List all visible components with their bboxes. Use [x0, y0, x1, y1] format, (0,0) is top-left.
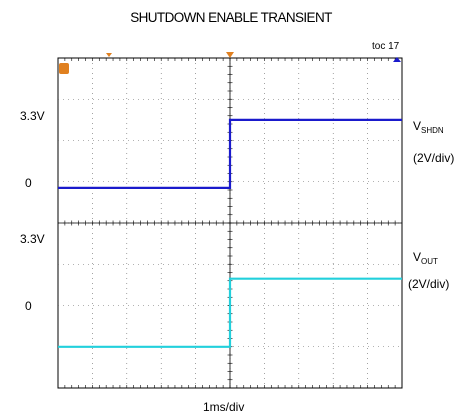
traces — [58, 118, 402, 348]
x-axis-scale-label: 1ms/div — [203, 400, 245, 414]
figure-id: toc 17 — [372, 41, 400, 52]
y-tick-label-shdn-high: 3.3V — [20, 109, 45, 123]
pretrigger-marker — [106, 53, 112, 57]
series-scale-out: (2V/div) — [408, 277, 450, 291]
series-scale-shdn: (2V/div) — [413, 151, 455, 165]
channel-marker — [59, 63, 69, 74]
trigger-level-marker — [393, 57, 401, 62]
y-tick-label-out-high: 3.3V — [20, 232, 45, 246]
series-label-shdn: VSHDN — [413, 119, 444, 135]
series-label-out: VOUT — [413, 250, 438, 266]
y-tick-label-out-zero: 0 — [25, 299, 32, 313]
chart-title: SHUTDOWN ENABLE TRANSIENT — [130, 10, 332, 25]
trigger-position-marker — [226, 52, 234, 58]
y-tick-label-shdn-zero: 0 — [25, 176, 32, 190]
trace-shdn — [58, 118, 402, 189]
markers — [59, 52, 401, 74]
trace-out — [58, 277, 402, 348]
